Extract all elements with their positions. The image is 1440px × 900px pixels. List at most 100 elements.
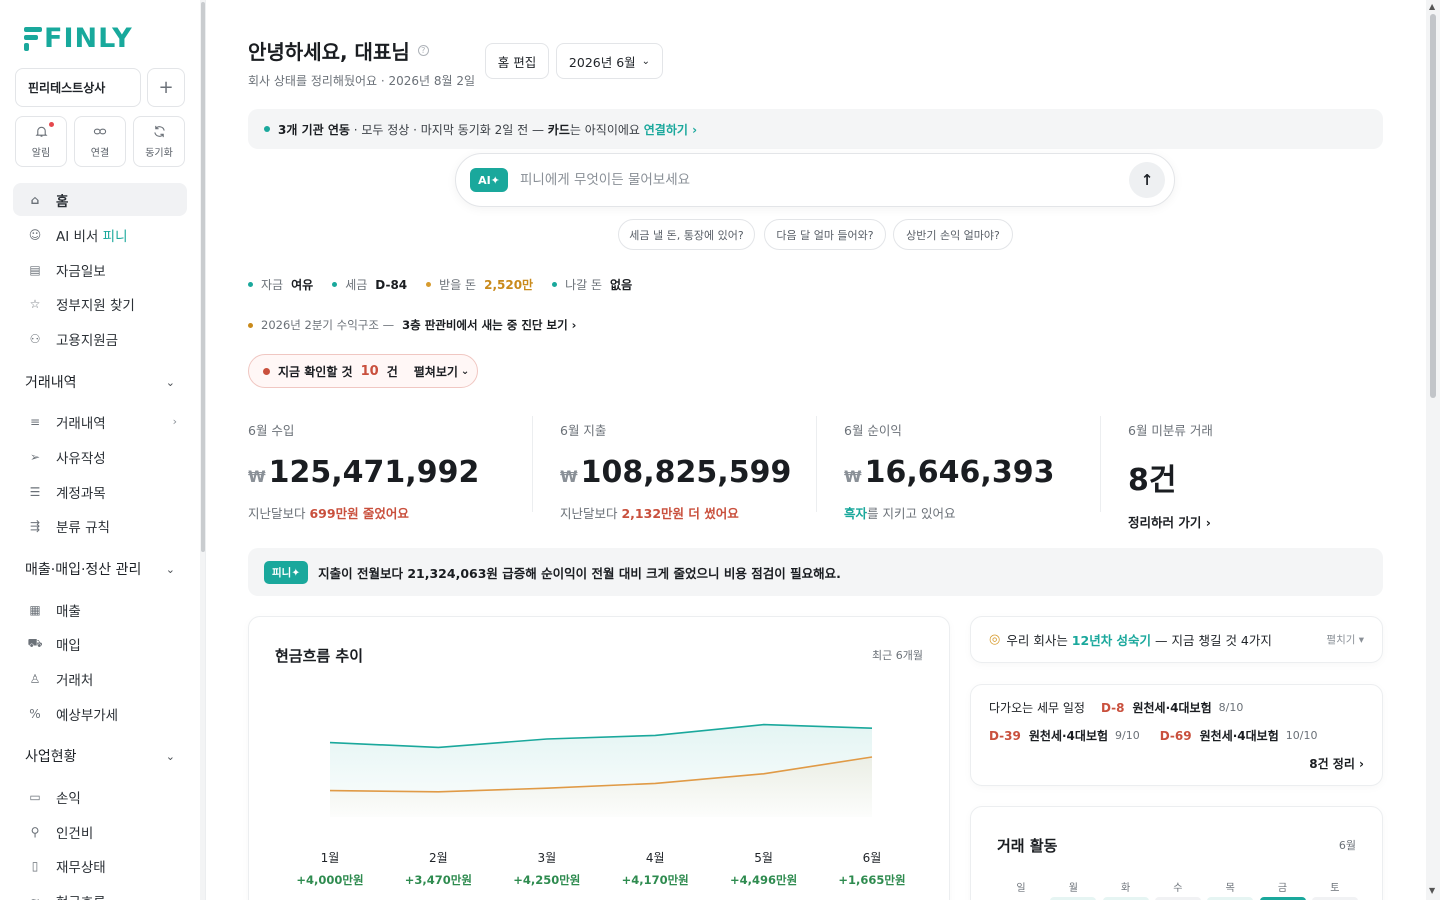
suggestion-chip[interactable]: 상반기 손익 얼마야? xyxy=(893,219,1013,250)
activity-cell[interactable] xyxy=(1050,897,1097,900)
sidebar-scrollbar[interactable] xyxy=(200,0,205,900)
weekday-label: 토 xyxy=(1330,883,1340,894)
nav-cashflow[interactable]: ≈ 현금흐름 xyxy=(13,884,187,900)
growth-stage-card[interactable]: ◎ 우리 회사는 12년차 성숙기 — 지금 챙길 것 4가지 펼치기 ▾ xyxy=(970,616,1383,663)
sync-button[interactable]: 동기화 xyxy=(133,116,185,167)
ai-ask-input[interactable] xyxy=(520,172,1110,188)
nav-daily-report[interactable]: ▤ 자금일보 xyxy=(13,253,187,286)
nav-label: 매출 xyxy=(56,603,81,620)
month-net-value: +4,496만원 xyxy=(730,873,798,887)
activity-cell[interactable] xyxy=(1102,897,1149,900)
status-funds[interactable]: 자금 여유 xyxy=(248,276,313,293)
nav-rules[interactable]: ⇶ 분류 규칙 xyxy=(13,509,187,542)
insight-link[interactable]: 3층 판관비에서 새는 중 진단 보기 › xyxy=(402,318,577,332)
nav-gov-support[interactable]: ☆ 정부지원 찾기 xyxy=(13,287,187,320)
activity-cell[interactable] xyxy=(1259,897,1306,900)
nav-payroll[interactable]: ⚲ 인건비 xyxy=(13,815,187,848)
tax-header: 다가오는 세무 일정 D-8 원천세·4대보험 8/10 xyxy=(989,699,1243,716)
sync-icon xyxy=(153,125,166,139)
expand-button[interactable]: 펼쳐보기 xyxy=(413,364,458,379)
weekday-label: 목 xyxy=(1225,883,1235,894)
month-select[interactable]: 2026년 6월 ⌄ xyxy=(556,43,663,79)
activity-cell[interactable] xyxy=(998,897,1044,900)
activity-month: 6월 xyxy=(1338,839,1356,852)
nav-sales[interactable]: ▦ 매출 xyxy=(13,593,187,626)
activity-cell[interactable] xyxy=(1311,897,1358,900)
suggestion-chip[interactable]: 다음 달 얼마 들어와? xyxy=(764,219,886,250)
link-icon xyxy=(93,125,107,139)
nav-transactions[interactable]: ≡ 거래내역 › xyxy=(13,405,187,438)
chevron-down-icon: ⌄ xyxy=(165,749,175,763)
weekday-label: 수 xyxy=(1173,883,1183,894)
status-payable[interactable]: 나갈 돈 없음 xyxy=(552,276,632,293)
section-title: 매출·매입·정산 관리 xyxy=(25,562,142,578)
finly-logo[interactable]: FINLY xyxy=(24,23,133,54)
suggestion-chip[interactable]: 세금 낼 돈, 통장에 있어? xyxy=(618,219,755,250)
go-classify-link[interactable]: 정리하러 가기 › xyxy=(1128,515,1211,530)
month-label: 6월 xyxy=(862,851,882,865)
profit-structure-insight[interactable]: 2026년 2분기 수익구조 — 3층 판관비에서 새는 중 진단 보기 › xyxy=(248,317,576,333)
kpi-label: 6월 지출 xyxy=(560,423,607,438)
nav-vendors[interactable]: ♙ 거래처 xyxy=(13,662,187,695)
connection-banner: 3개 기관 연동 · 모두 정상 · 마지막 동기화 2일 전 — 카드 는 아… xyxy=(248,109,1383,149)
star-icon: ☆ xyxy=(29,296,41,311)
status-tax[interactable]: 세금 D-84 xyxy=(332,276,407,293)
month-net-value: +4,170만원 xyxy=(621,873,689,887)
todo-label: 지금 확인할 것 xyxy=(278,364,353,379)
nav-employment-subsidy[interactable]: ⚇ 고용지원금 xyxy=(13,322,187,355)
month-label: 5월 xyxy=(754,851,773,865)
month-value: 2026년 6월 xyxy=(568,54,636,70)
expand-toggle[interactable]: 펼치기 ▾ xyxy=(1326,634,1364,646)
add-company-button[interactable]: + xyxy=(147,68,185,107)
nav-reason[interactable]: ➢ 사유작성 xyxy=(13,440,187,473)
nav-financial-status[interactable]: ▯ 재무상태 xyxy=(13,849,187,882)
banner-text2: 는 아직이에요 xyxy=(569,122,644,137)
nav-pnl[interactable]: ▭ 손익 xyxy=(13,780,187,813)
alarm-button[interactable]: 알림 xyxy=(15,116,67,167)
list-check-icon: ☰ xyxy=(29,484,41,499)
insight-text: 2026년 2분기 수익구조 — xyxy=(261,318,395,332)
section-sales-purchase[interactable]: 매출·매입·정산 관리 ⌄ xyxy=(25,559,175,579)
kpi-value: ₩125,471,992 xyxy=(248,455,480,490)
person-icon: ♙ xyxy=(29,671,41,686)
compass-icon: ◎ xyxy=(989,632,1001,647)
cashflow-chart xyxy=(329,723,873,817)
document-icon: ▭ xyxy=(29,789,41,804)
cashflow-card: 현금흐름 추이 최근 6개월 1월 +4,000만원 2월 +3,470만원 3월 +4,… xyxy=(248,616,950,900)
edit-home-button[interactable]: 홈 편집 xyxy=(485,43,549,79)
nav-ai-assistant[interactable]: ☺ AI 비서 피니 xyxy=(13,218,187,251)
connect-link[interactable]: 연결하기 › xyxy=(643,122,698,137)
month-label: 3월 xyxy=(537,851,557,865)
tax-name[interactable]: 원천세·4대보험 xyxy=(1132,701,1212,715)
nav-ai-name: 피니 xyxy=(102,228,128,245)
todo-pill[interactable]: 지금 확인할 것 10 건 펼쳐보기 ⌄ xyxy=(248,354,478,388)
activity-cell[interactable] xyxy=(1154,897,1201,900)
chevron-down-icon: ⌄ xyxy=(165,562,175,576)
page-scrollbar[interactable]: ▲ ▼ xyxy=(1426,0,1440,900)
status-receivable[interactable]: 받을 돈 2,520만 xyxy=(426,276,533,293)
section-business[interactable]: 사업현황 ⌄ xyxy=(25,746,175,766)
nav-label: 현금흐름 xyxy=(56,891,106,900)
tax-date: 8/10 xyxy=(1218,701,1244,714)
series-area-1 xyxy=(330,757,872,817)
nav-home[interactable]: ⌂ 홈 xyxy=(13,183,187,216)
company-selector[interactable]: 핀리테스트상사 xyxy=(15,68,141,107)
nav-label: 거래처 xyxy=(56,672,94,689)
activity-cell[interactable] xyxy=(1207,897,1254,900)
nav-vat[interactable]: % 예상부가세 xyxy=(13,697,187,730)
kpi-value: ₩108,825,599 xyxy=(560,455,792,490)
tax-row[interactable]: D-39 원천세·4대보험 9/10 D-69 원천세·4대보험 10/10 xyxy=(989,728,1318,744)
nav-purchase[interactable]: ⛟ 매입 xyxy=(13,627,187,660)
sidebar: FINLY 핀리테스트상사 + 알림 연결 동기화 ⌂ 홈 ☺ AI 비서 피니… xyxy=(0,0,206,900)
section-transactions[interactable]: 거래내역 ⌄ xyxy=(25,372,175,392)
tax-more-link[interactable]: 8건 정리 › xyxy=(1309,757,1364,771)
series-line-0 xyxy=(329,723,873,749)
send-button[interactable]: ↑ xyxy=(1129,162,1165,198)
nav-accounts[interactable]: ☰ 계정과목 xyxy=(13,475,187,508)
help-icon[interactable]: ? xyxy=(417,45,429,56)
connect-label: 연결 xyxy=(90,147,110,159)
connect-button[interactable]: 연결 xyxy=(74,116,126,167)
greeting-text: 안녕하세요, 대표님 xyxy=(248,40,410,64)
activity-title: 거래 활동 xyxy=(997,837,1058,855)
cashflow-period: 최근 6개월 xyxy=(872,649,923,662)
